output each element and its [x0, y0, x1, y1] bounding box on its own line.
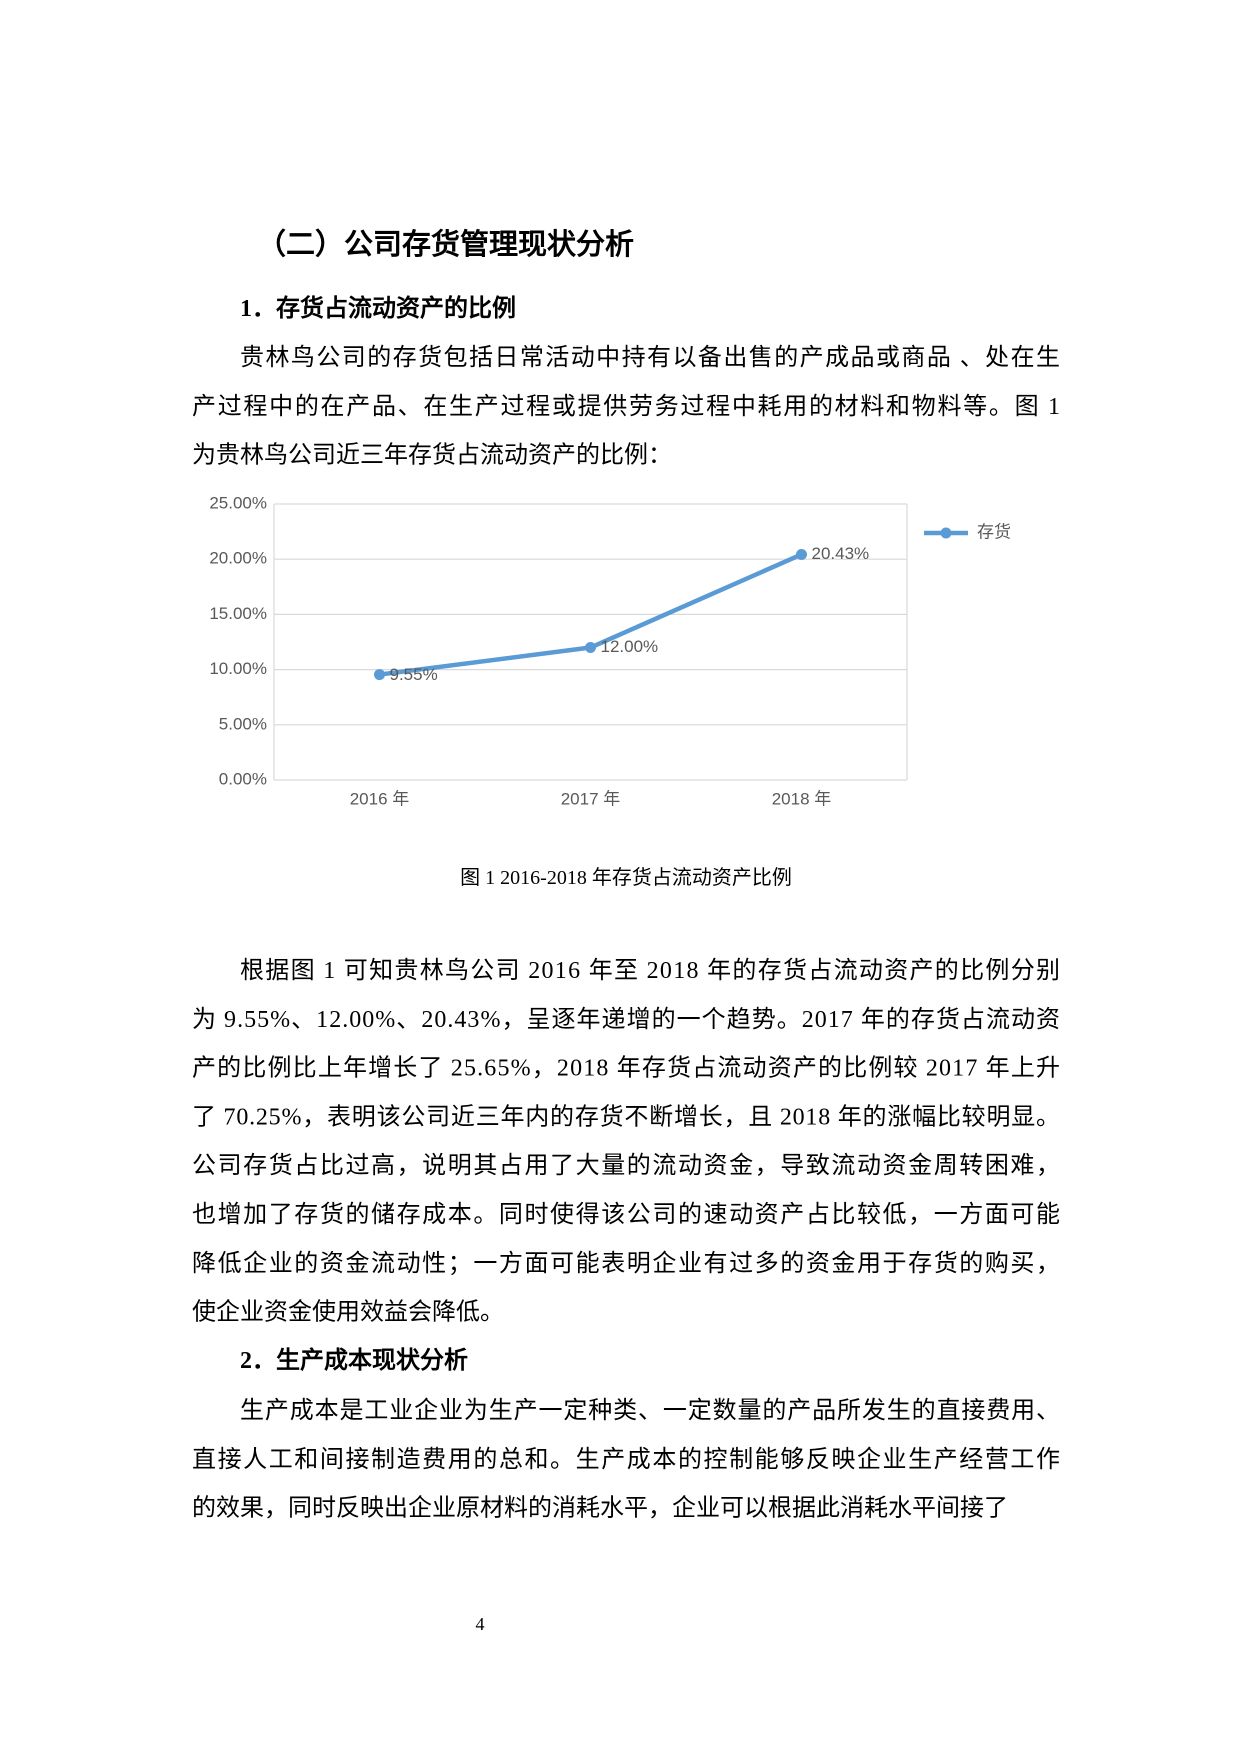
paragraph-line: 也增加了存货的储存成本。同时使得该公司的速动资产占比较低，一方面可能 [192, 1201, 1060, 1228]
y-tick-label: 20.00% [209, 549, 267, 568]
paragraph-line: 为 9.55%、12.00%、20.43%，呈逐年递增的一个趋势。2017 年的… [192, 1006, 1060, 1033]
paragraph-line: 降低企业的资金流动性；一方面可能表明企业有过多的资金用于存货的购买， [192, 1250, 1060, 1277]
paragraph-line: 公司存货占比过高，说明其占用了大量的流动资金，导致流动资金周转困难， [192, 1152, 1060, 1179]
x-tick-label: 2017 年 [561, 789, 621, 808]
y-tick-label: 5.00% [219, 714, 267, 733]
x-tick-label: 2018 年 [772, 789, 832, 808]
paragraph-line: 贵林鸟公司的存货包括日常活动中持有以备出售的产成品或商品 、处在生 [240, 344, 1060, 371]
paragraph-line: 了 70.25%，表明该公司近三年内的存货不断增长，且 2018 年的涨幅比较明… [192, 1103, 1060, 1130]
data-label: 20.43% [812, 544, 870, 563]
paragraph-line: 根据图 1 可知贵林鸟公司 2016 年至 2018 年的存货占流动资产的比例分… [240, 957, 1060, 984]
subsection-heading: 2．生产成本现状分析 [240, 1346, 468, 1374]
paragraph-line: 产的比例比上年增长了 25.65%，2018 年存货占流动资产的比例较 2017… [192, 1055, 1060, 1082]
data-point [585, 642, 596, 654]
x-tick-label: 2016 年 [350, 789, 410, 808]
body-text: 贵林鸟公司的存货包括日常活动中持有以备出售的产成品或商品 、处在生产过程中的在产… [192, 344, 1060, 1522]
data-label: 12.00% [601, 637, 659, 656]
paragraph-line: 产过程中的在产品、在生产过程或提供劳务过程中耗用的材料和物料等。图 1 [192, 393, 1060, 420]
y-tick-label: 0.00% [219, 769, 267, 788]
paragraph-line: 的效果，同时反映出企业原材料的消耗水平，企业可以根据此消耗水平间接了 [192, 1495, 1008, 1522]
paragraph-line: 为贵林鸟公司近三年存货占流动资产的比例： [192, 442, 672, 469]
paragraph-line: 使企业资金使用效益会降低。 [192, 1299, 504, 1326]
data-point [374, 669, 385, 681]
section-heading: （二）公司存货管理现状分析 [257, 227, 634, 261]
y-tick-label: 10.00% [209, 659, 267, 678]
legend-marker [940, 527, 952, 539]
data-label: 9.55% [390, 665, 438, 684]
figure-caption: 图 1 2016-2018 年存货占流动资产比例 [460, 866, 792, 889]
y-tick-label: 15.00% [209, 604, 267, 623]
page-number: 4 [476, 1614, 485, 1634]
y-tick-label: 25.00% [209, 493, 267, 512]
subsection-heading: 1．存货占流动资产的比例 [240, 294, 516, 322]
chart: 0.00% 5.00% 10.00% 15.00% 20.00% 25.00% 2016 年… [209, 493, 1011, 808]
paragraph-line: 生产成本是工业企业为生产一定种类、一定数量的产品所发生的直接费用、 [240, 1397, 1060, 1424]
data-point [796, 548, 807, 560]
paragraph-line: 直接人工和间接制造费用的总和。生产成本的控制能够反映企业生产经营工作 [192, 1446, 1060, 1473]
legend-label: 存货 [977, 522, 1011, 541]
